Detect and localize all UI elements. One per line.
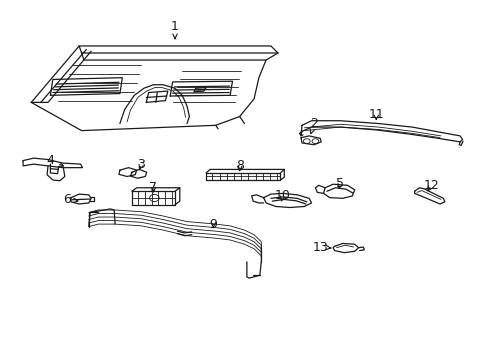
Text: 8: 8 [235, 159, 243, 172]
Text: 9: 9 [209, 217, 217, 231]
Text: 1: 1 [171, 20, 179, 39]
Text: 3: 3 [137, 158, 145, 171]
Text: 10: 10 [274, 189, 290, 202]
Text: 13: 13 [312, 240, 330, 253]
Text: 4: 4 [46, 154, 63, 167]
Text: 6: 6 [63, 193, 78, 206]
Text: 12: 12 [423, 179, 438, 192]
Text: 11: 11 [367, 108, 384, 121]
Text: 7: 7 [149, 181, 157, 194]
Text: 2: 2 [309, 117, 317, 134]
Text: 5: 5 [336, 177, 344, 190]
